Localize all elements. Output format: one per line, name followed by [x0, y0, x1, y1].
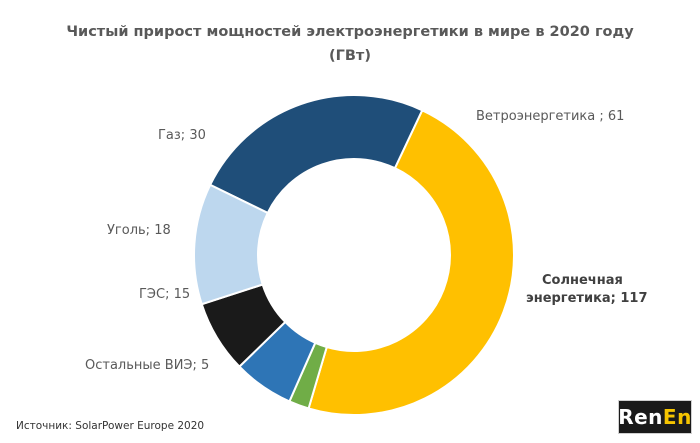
slice-label-solar: Солнечная энергетика; 117	[526, 272, 648, 308]
logo-text-en: En	[662, 405, 692, 429]
source-note: Источник: SolarPower Europe 2020	[16, 420, 205, 432]
slice-wind	[208, 94, 424, 215]
slice-label-solar-line1: Солнечная	[542, 273, 623, 288]
slice-label-coal: Уголь; 18	[107, 223, 171, 238]
chart-title: Чистый прирост мощностей электроэнергети…	[0, 20, 700, 68]
slice-solar	[307, 108, 515, 416]
slice-label-other-renewables: Остальные ВИЭ; 5	[85, 358, 210, 373]
slice-label-gas: Газ; 30	[158, 128, 206, 143]
logo-text-ren: Ren	[618, 405, 663, 429]
slice-label-solar-line2: энергетика; 117	[526, 291, 648, 306]
slice-label-wind: Ветроэнергетика ; 61	[476, 109, 625, 124]
chart-title-line1: Чистый прирост мощностей электроэнергети…	[66, 24, 634, 40]
slice-gas	[193, 183, 270, 306]
brand-logo: Ren En	[618, 400, 692, 434]
chart-title-line2: (ГВт)	[329, 48, 371, 64]
slice-label-hydro: ГЭС; 15	[139, 287, 191, 302]
